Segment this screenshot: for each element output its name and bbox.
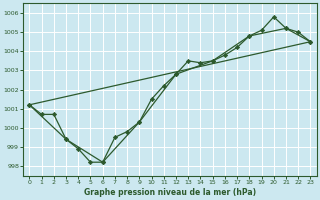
X-axis label: Graphe pression niveau de la mer (hPa): Graphe pression niveau de la mer (hPa) [84, 188, 256, 197]
